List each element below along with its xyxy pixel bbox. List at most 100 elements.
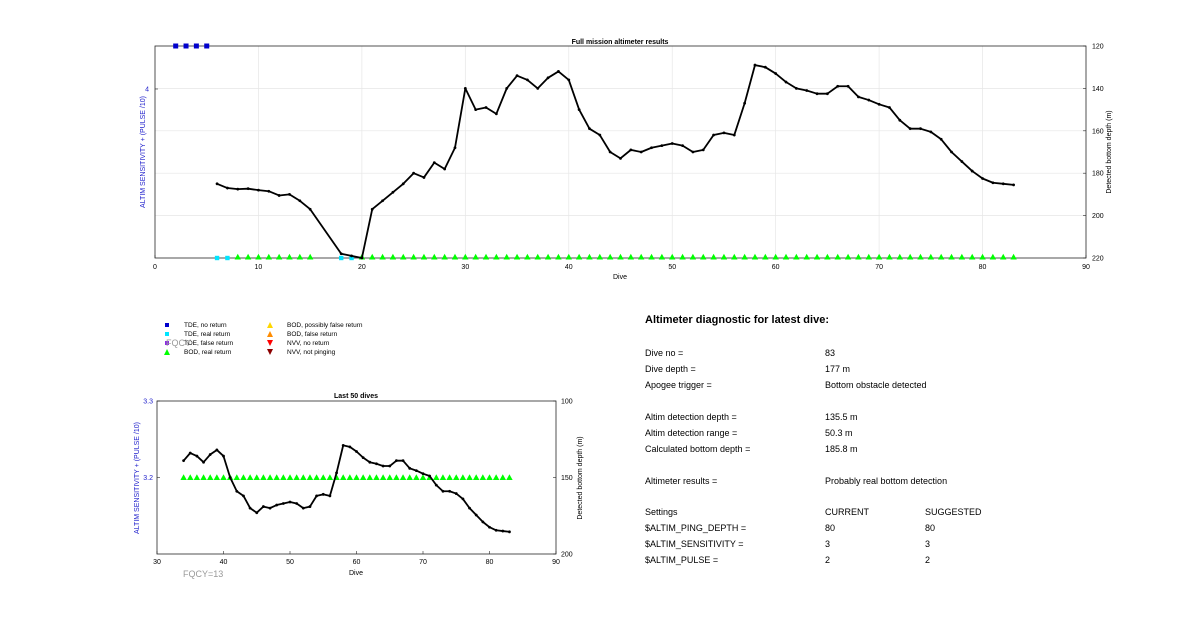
depth-point bbox=[577, 108, 581, 111]
depth-point bbox=[375, 462, 378, 466]
settings-label: $ALTIM_PING_DEPTH = bbox=[645, 523, 747, 533]
depth-point bbox=[743, 101, 747, 105]
sensitivity-marker bbox=[393, 474, 400, 481]
sensitivity-marker bbox=[326, 474, 334, 481]
depth-point bbox=[515, 74, 519, 78]
depth-point bbox=[691, 150, 695, 154]
depth-series bbox=[215, 63, 1015, 260]
bod-real-return-marker bbox=[844, 253, 852, 260]
depth-point bbox=[1012, 183, 1015, 187]
depth-point bbox=[262, 505, 265, 508]
depth-point bbox=[474, 108, 478, 111]
bod-real-return-marker bbox=[679, 253, 686, 260]
diagnostic-row: Altim detection range = 50.3 m bbox=[645, 428, 1165, 442]
depth-point bbox=[484, 106, 488, 109]
settings-current: 2 bbox=[825, 555, 831, 565]
depth-point bbox=[202, 460, 205, 464]
depth-point bbox=[268, 506, 272, 510]
bod-real-return-marker bbox=[472, 253, 479, 260]
diagnostic-panel: Altimeter diagnostic for latest dive: Di… bbox=[645, 314, 1165, 574]
depth-point bbox=[474, 513, 478, 517]
sensitivity-marker bbox=[479, 474, 487, 481]
tde-real-return-marker bbox=[339, 255, 344, 261]
x-tick-label: 80 bbox=[979, 264, 987, 271]
depth-point bbox=[443, 167, 447, 171]
bod-real-return-marker bbox=[596, 253, 604, 260]
depth-point bbox=[328, 494, 332, 498]
settings-suggested: 2 bbox=[925, 555, 931, 565]
bod-real-return-marker bbox=[1000, 253, 1007, 260]
bod-real-return-marker bbox=[524, 253, 531, 260]
sensitivity-marker bbox=[506, 474, 513, 481]
legend-item: NVV, not pinging bbox=[263, 348, 335, 357]
sensitivity-marker bbox=[453, 474, 460, 481]
depth-point bbox=[267, 189, 271, 193]
diagnostic-label: Altimeter results = bbox=[645, 476, 718, 486]
bod-real-return-marker bbox=[451, 253, 459, 260]
depth-point bbox=[421, 472, 425, 476]
bod-real-return-marker bbox=[969, 253, 976, 260]
depth-point bbox=[898, 118, 902, 122]
depth-point bbox=[408, 466, 412, 470]
depth-point bbox=[825, 92, 829, 96]
right-tick-label: 100 bbox=[561, 399, 573, 406]
depth-point bbox=[368, 460, 372, 464]
bod-real-return-marker bbox=[565, 253, 572, 260]
sensitivity-marker bbox=[499, 474, 506, 481]
sensitivity-marker bbox=[213, 474, 221, 481]
bod-real-return-marker bbox=[896, 253, 903, 260]
depth-point bbox=[298, 199, 302, 203]
depth-point bbox=[414, 469, 418, 473]
sensitivity-marker bbox=[366, 474, 373, 481]
depth-point bbox=[339, 252, 343, 256]
depth-point bbox=[381, 464, 385, 468]
triangle-up-marker-icon bbox=[267, 331, 273, 338]
depth-point bbox=[308, 207, 312, 211]
bod-real-return-marker bbox=[627, 253, 635, 260]
bod-real-return-marker bbox=[493, 253, 500, 260]
bod-real-return-marker bbox=[513, 253, 521, 260]
bod-real-return-marker bbox=[875, 253, 883, 260]
depth-point bbox=[508, 530, 511, 534]
bod-real-return-marker bbox=[575, 253, 583, 260]
diagnostic-row: Dive depth = 177 m bbox=[645, 364, 1165, 378]
depth-point bbox=[350, 254, 353, 258]
bod-real-return-marker bbox=[286, 253, 293, 260]
settings-current: 3 bbox=[825, 539, 831, 549]
depth-line bbox=[182, 444, 510, 533]
x-tick-label: 30 bbox=[153, 559, 161, 566]
full-mission-chart: Full mission altimeter results Dive ALTI… bbox=[140, 39, 1113, 281]
depth-point bbox=[288, 500, 292, 504]
depth-point bbox=[846, 84, 850, 88]
x-tick-label: 10 bbox=[255, 264, 263, 271]
depth-point bbox=[888, 106, 891, 109]
diagnostic-row: Altimeter results = Probably real bottom … bbox=[645, 476, 1165, 490]
bod-real-return-marker bbox=[410, 253, 417, 260]
depth-point bbox=[422, 176, 426, 179]
bod-real-return-marker bbox=[544, 253, 552, 260]
x-tick-label: 20 bbox=[358, 264, 366, 271]
legend-label: TDE, no return bbox=[184, 322, 227, 329]
settings-label: Settings bbox=[645, 507, 678, 517]
x-tick-label: 50 bbox=[286, 559, 294, 566]
x-tick-label: 60 bbox=[353, 559, 361, 566]
depth-point bbox=[536, 87, 540, 90]
depth-point bbox=[681, 144, 684, 148]
bod-real-return-marker bbox=[234, 253, 241, 260]
triangle-down-marker-icon bbox=[267, 349, 273, 356]
diagnostic-label: Altim detection depth = bbox=[645, 412, 737, 422]
left-tick-label: 3.3 bbox=[143, 399, 153, 406]
sensitivity-marker bbox=[486, 474, 493, 481]
depth-point bbox=[494, 112, 498, 116]
bod-real-return-marker bbox=[948, 253, 955, 260]
depth-point bbox=[774, 72, 778, 75]
depth-point bbox=[763, 65, 767, 69]
depth-point bbox=[235, 489, 239, 493]
bod-real-return-marker bbox=[637, 253, 645, 260]
depth-point bbox=[288, 193, 291, 196]
bod-real-return-marker bbox=[865, 253, 872, 260]
legend-label: NVV, no return bbox=[287, 340, 330, 347]
sensitivity-marker bbox=[379, 474, 387, 481]
depth-point bbox=[557, 70, 560, 73]
